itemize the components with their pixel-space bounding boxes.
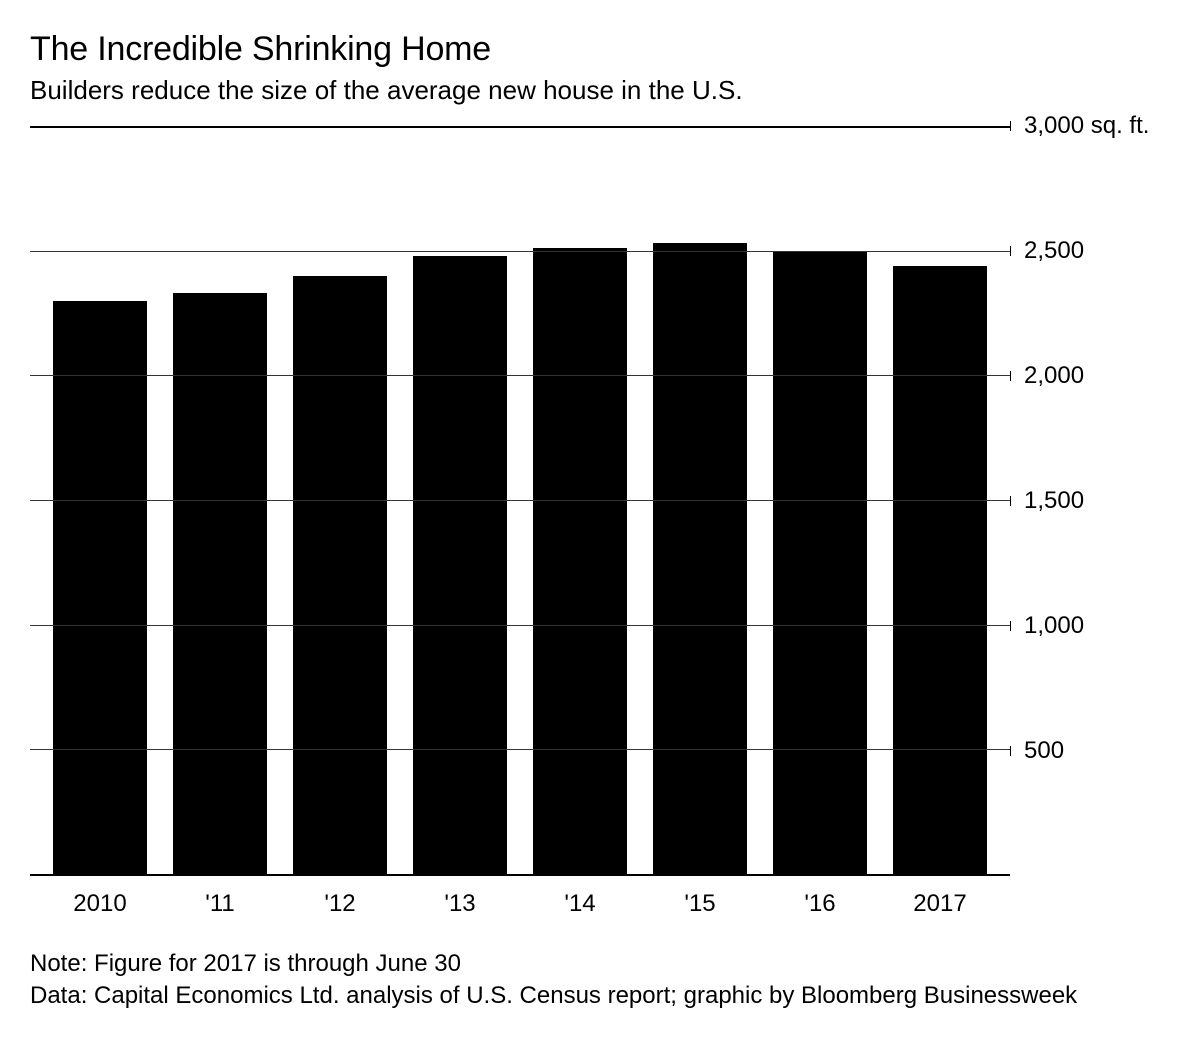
chart-x-label: '12 — [280, 876, 400, 918]
chart-y-tick — [1010, 246, 1011, 256]
chart-x-label: 2010 — [40, 876, 160, 918]
chart-y-label: 3,000 sq. ft. — [1024, 112, 1149, 140]
chart-y-label: 2,000 — [1024, 362, 1084, 390]
footnote-line: Note: Figure for 2017 is through June 30 — [30, 948, 1170, 980]
chart-x-label: '11 — [160, 876, 280, 918]
chart-gridline — [30, 375, 1010, 376]
chart-gridline — [30, 126, 1010, 128]
chart-bar — [653, 243, 747, 874]
chart-bar — [173, 293, 267, 874]
chart-container: 3,000 sq. ft.2,5002,0001,5001,000500 201… — [30, 126, 1170, 918]
chart-bar — [413, 256, 507, 874]
chart-subtitle: Builders reduce the size of the average … — [30, 75, 1170, 106]
chart-y-tick — [1010, 746, 1011, 756]
chart-gridline — [30, 625, 1010, 626]
chart-bar — [893, 266, 987, 874]
chart-bar — [53, 301, 147, 874]
footnote-line: Data: Capital Economics Ltd. analysis of… — [30, 980, 1170, 1012]
chart-y-label: 2,500 — [1024, 237, 1084, 265]
chart-x-label: '16 — [760, 876, 880, 918]
chart-y-tick — [1010, 121, 1011, 131]
chart-gridline — [30, 251, 1010, 252]
chart-y-label: 1,500 — [1024, 487, 1084, 515]
chart-y-axis: 3,000 sq. ft.2,5002,0001,5001,000500 — [1010, 126, 1170, 876]
chart-x-axis: 2010'11'12'13'14'15'162017 — [30, 876, 1010, 918]
chart-y-tick — [1010, 621, 1011, 631]
chart-gridline — [30, 500, 1010, 501]
chart-bar — [773, 251, 867, 874]
chart-gridline — [30, 749, 1010, 750]
chart-bar — [533, 248, 627, 874]
chart-x-label: 2017 — [880, 876, 1000, 918]
chart-title: The Incredible Shrinking Home — [30, 30, 1170, 69]
chart-y-label: 1,000 — [1024, 612, 1084, 640]
chart-y-tick — [1010, 496, 1011, 506]
chart-footnotes: Note: Figure for 2017 is through June 30… — [30, 948, 1170, 1013]
chart-x-label: '14 — [520, 876, 640, 918]
chart-plot-area — [30, 126, 1010, 876]
chart-y-tick — [1010, 371, 1011, 381]
chart-bar — [293, 276, 387, 874]
chart-x-label: '15 — [640, 876, 760, 918]
chart-y-label: 500 — [1024, 737, 1064, 765]
chart-x-label: '13 — [400, 876, 520, 918]
